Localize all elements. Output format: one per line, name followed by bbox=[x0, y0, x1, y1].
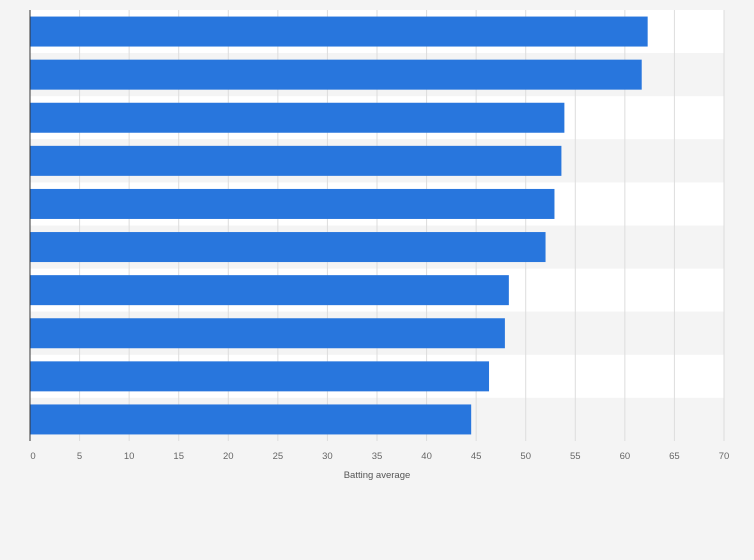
bar[interactable] bbox=[30, 361, 490, 392]
x-tick-label: 70 bbox=[719, 451, 730, 462]
bar[interactable] bbox=[30, 102, 565, 133]
bars bbox=[30, 16, 648, 435]
x-tick-label: 60 bbox=[620, 451, 631, 462]
x-tick-label: 45 bbox=[471, 451, 482, 462]
x-tick-label: 10 bbox=[124, 451, 135, 462]
bar[interactable] bbox=[30, 188, 555, 219]
x-tick-label: 15 bbox=[173, 451, 184, 462]
bar[interactable] bbox=[30, 232, 546, 263]
x-tick-label: 50 bbox=[520, 451, 531, 462]
bar[interactable] bbox=[30, 404, 472, 435]
x-tick-label: 35 bbox=[372, 451, 383, 462]
x-tick-label: 5 bbox=[77, 451, 82, 462]
bar[interactable] bbox=[30, 145, 562, 176]
x-axis-ticks: 0 5 10 15 20 25 30 35 40 45 50 55 60 65 70 bbox=[30, 451, 729, 462]
x-axis-title: Batting average bbox=[344, 470, 411, 481]
x-tick-label: 20 bbox=[223, 451, 234, 462]
x-tick-label: 40 bbox=[421, 451, 432, 462]
bar[interactable] bbox=[30, 275, 509, 306]
bar[interactable] bbox=[30, 59, 642, 90]
x-tick-label: 55 bbox=[570, 451, 581, 462]
x-tick-label: 30 bbox=[322, 451, 333, 462]
bar[interactable] bbox=[30, 318, 505, 349]
x-tick-label: 25 bbox=[273, 451, 284, 462]
x-tick-label: 65 bbox=[669, 451, 680, 462]
bar[interactable] bbox=[30, 16, 648, 47]
x-tick-label: 0 bbox=[30, 451, 35, 462]
